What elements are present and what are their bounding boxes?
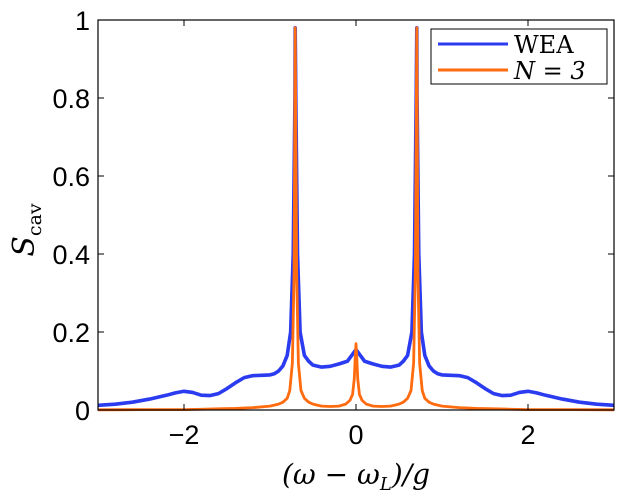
y-axis-title-sub: cav	[24, 203, 46, 236]
series-line-n3	[97, 26, 615, 412]
svg-text:Scav: Scav	[7, 203, 46, 257]
y-axis-title-main: S	[7, 236, 42, 257]
y-tick-label: 0.6	[52, 162, 90, 192]
legend: WEA N = 3	[430, 28, 608, 85]
x-tick-label: 2	[520, 420, 535, 450]
x-tick-label: −2	[169, 420, 200, 450]
y-tick-label: 0.2	[52, 318, 90, 348]
legend-label-wea: WEA	[514, 31, 574, 59]
legend-label-n3: N = 3	[513, 57, 586, 85]
y-tick-label: 0.8	[52, 84, 90, 114]
axis-ticks: −2 0 2 0 0.2 0.4 0.6 0.8 1	[52, 6, 614, 450]
legend-box	[430, 28, 608, 85]
series-lines	[97, 25, 615, 412]
y-tick-label: 0.4	[52, 240, 90, 270]
y-tick-label: 0	[75, 396, 90, 426]
y-axis-title: Scav	[7, 203, 46, 257]
y-tick-label: 1	[75, 6, 90, 36]
x-axis-title: (ω − ωL)/g	[282, 458, 430, 495]
x-tick-label: 0	[348, 420, 363, 450]
